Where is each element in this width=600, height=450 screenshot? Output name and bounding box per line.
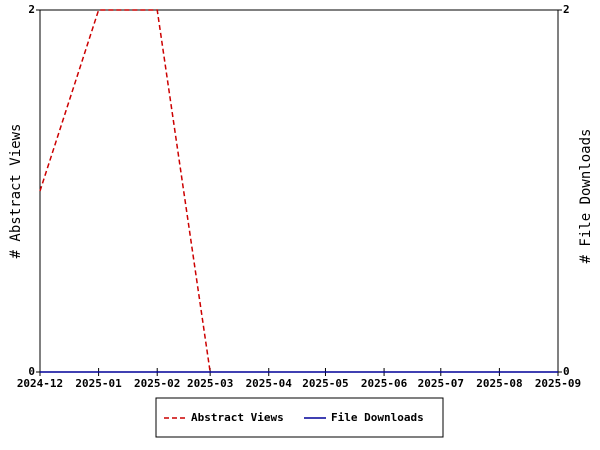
- x-tick-label: 2025-08: [476, 377, 522, 390]
- x-tick-label: 2025-06: [361, 377, 408, 390]
- series-line: [39, 9, 211, 373]
- y-tick-label: 0: [28, 365, 35, 378]
- y-tick-label: 2: [28, 3, 35, 16]
- y-axis-title: # Abstract Views: [8, 124, 24, 259]
- legend-label: Abstract Views: [191, 411, 284, 424]
- legend: [155, 397, 444, 438]
- y2-tick-label: 2: [563, 3, 570, 16]
- y2-axis-title: # File Downloads: [578, 129, 594, 264]
- x-tick-label: 2025-01: [75, 377, 122, 390]
- x-tick-label: 2025-02: [134, 377, 180, 390]
- x-tick-label: 2025-09: [535, 377, 581, 390]
- plot-frame: [39, 9, 559, 373]
- x-tick-label: 2024-12: [17, 377, 63, 390]
- x-tick-label: 2025-03: [187, 377, 233, 390]
- x-tick-label: 2025-04: [246, 377, 293, 390]
- x-tick-label: 2025-07: [418, 377, 464, 390]
- y2-tick-label: 0: [563, 365, 570, 378]
- x-tick-label: 2025-05: [302, 377, 348, 390]
- legend-label: File Downloads: [331, 411, 424, 424]
